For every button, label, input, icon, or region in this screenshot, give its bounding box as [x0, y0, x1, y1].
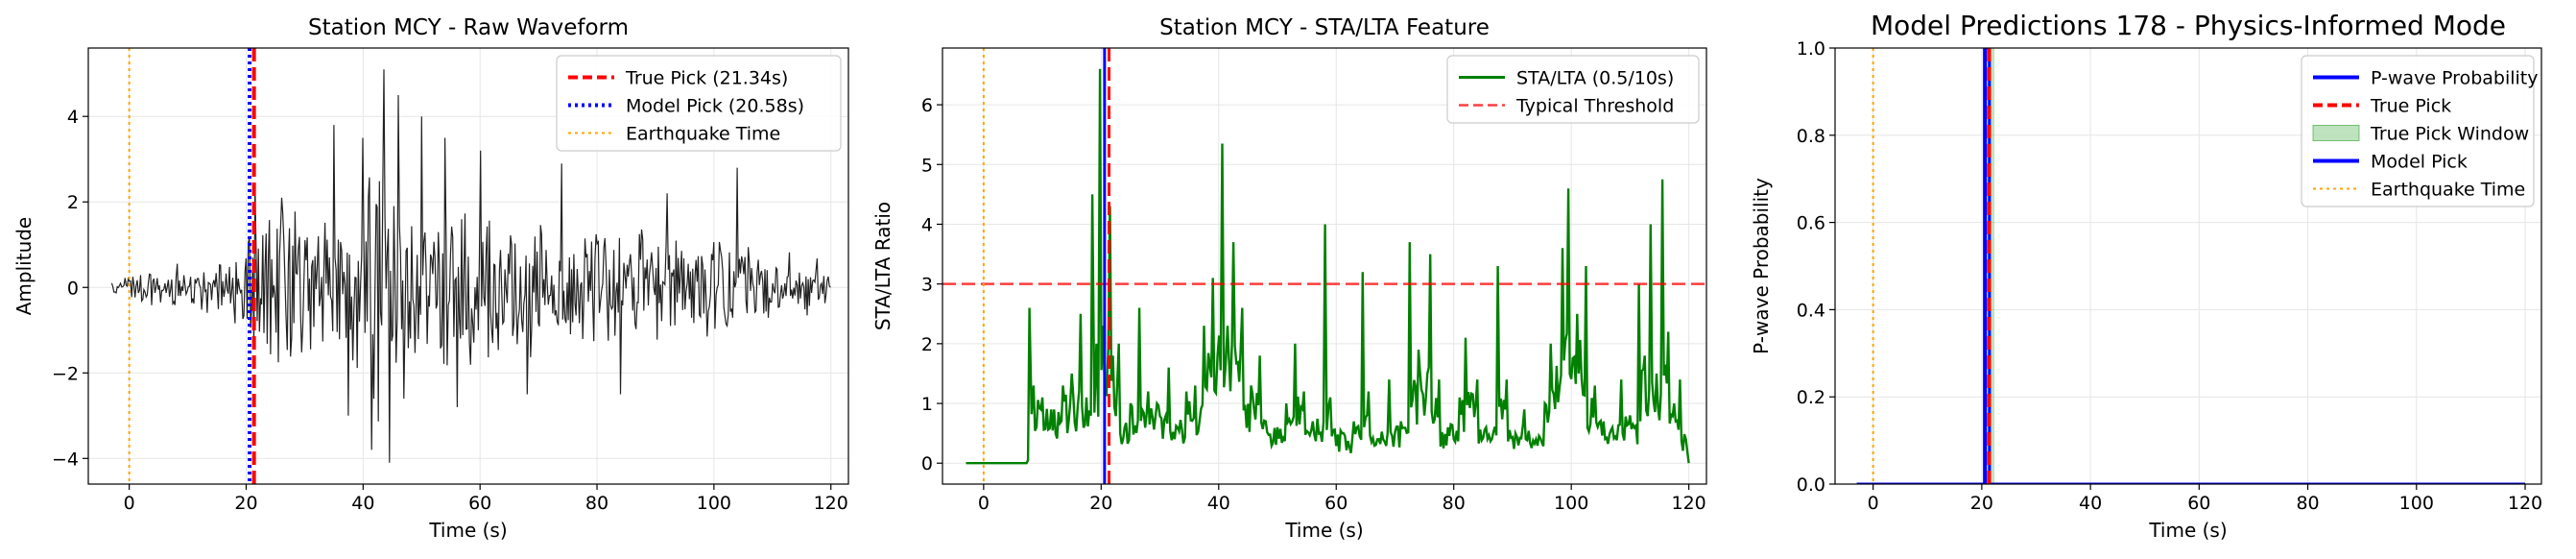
legend-box — [1446, 55, 1700, 124]
plot-area-stalta — [942, 48, 1706, 484]
x-axis-label: Time (s) — [2148, 519, 2227, 542]
y-tick-label: 0 — [67, 278, 79, 299]
chart-title: Station MCY - Raw Waveform — [308, 15, 629, 40]
y-tick-label: 0.4 — [1797, 300, 1825, 321]
x-tick-label: 20 — [1089, 493, 1112, 514]
panel-stalta: 0 20 40 60 80 100 120 0 1 2 3 4 5 6 Station MCY - STA/… — [871, 15, 1707, 542]
x-axis-label: Time (s) — [428, 519, 507, 542]
y-tick-label: 4 — [921, 214, 933, 235]
x-tick-label: 60 — [468, 493, 491, 514]
y-tick-label: 0.6 — [1797, 213, 1825, 234]
chart-title: Model Predictions 178 - Physics-Informed… — [1871, 10, 2506, 41]
chart-title: Station MCY - STA/LTA Feature — [1159, 15, 1490, 40]
legend-label: STA/LTA (0.5/10s) — [1516, 68, 1674, 89]
y-axis-label: P-wave Probability — [1750, 178, 1773, 354]
x-tick-label: 80 — [2296, 493, 2319, 514]
x-tick-label: 80 — [1443, 493, 1466, 514]
x-axis-label: Time (s) — [1284, 519, 1363, 542]
y-tick-label: 0 — [921, 453, 933, 474]
x-tick-label: 0 — [124, 493, 135, 514]
y-axis-label: STA/LTA Ratio — [871, 202, 894, 330]
x-tick-label: 60 — [2187, 493, 2210, 514]
x-tick-label: 0 — [1868, 493, 1879, 514]
legend-label: Typical Threshold — [1515, 96, 1674, 117]
x-tick-label: 80 — [585, 493, 608, 514]
y-tick-label: −2 — [52, 363, 79, 384]
x-tick-label: 120 — [2508, 493, 2542, 514]
y-tick-label: 1.0 — [1797, 38, 1825, 60]
y-tick-label: 2 — [67, 192, 79, 213]
x-tick-label: 40 — [2079, 493, 2102, 514]
legend: P-wave Probability True Pick True Pick Win… — [2301, 55, 2539, 207]
plot-area-waveform — [110, 48, 831, 484]
legend-label: Earthquake Time — [2371, 180, 2525, 201]
y-tick-label: −4 — [52, 449, 79, 470]
y-tick-label: 5 — [921, 155, 933, 176]
x-tick-label: 120 — [1671, 493, 1705, 514]
axes-frame — [942, 47, 1707, 485]
x-tick-label: 40 — [1207, 493, 1230, 514]
x-tick-label: 20 — [234, 493, 257, 514]
legend-swatch — [2312, 125, 2360, 141]
legend-box — [556, 55, 842, 152]
legend: STA/LTA (0.5/10s) Typical Threshold — [1446, 55, 1700, 124]
legend-label: True Pick Window — [2370, 124, 2529, 145]
y-tick-label: 4 — [67, 107, 79, 128]
axes-frame — [1834, 47, 2542, 485]
plot-area-prediction — [1856, 48, 2525, 484]
series-line-waveform — [110, 69, 831, 463]
x-tick-label: 100 — [2399, 493, 2434, 514]
x-tick-label: 20 — [1970, 493, 1993, 514]
panel-prediction: 0 20 40 60 80 100 120 0.0 0.2 0.4 0.6 0.8 1.0 Model P… — [1750, 10, 2542, 542]
y-tick-label: 3 — [921, 275, 933, 296]
x-tick-label: 100 — [697, 493, 731, 514]
legend-label: Model Pick — [2371, 152, 2468, 173]
y-tick-label: 0.2 — [1797, 387, 1825, 408]
y-tick-label: 6 — [921, 95, 933, 116]
y-tick-label: 0.8 — [1797, 126, 1825, 147]
legend-label: Model Pick (20.58s) — [626, 96, 804, 117]
x-tick-label: 0 — [978, 493, 990, 514]
y-tick-label: 2 — [921, 334, 933, 355]
legend-box — [2301, 55, 2535, 207]
legend-label: Earthquake Time — [626, 124, 780, 145]
y-tick-label: 0.0 — [1797, 474, 1825, 496]
y-axis-label: Amplitude — [12, 217, 36, 316]
x-tick-label: 60 — [1324, 493, 1348, 514]
panel-waveform: 0 20 40 60 80 100 120 −4 −2 0 2 4 Station MCY - Raw … — [12, 15, 849, 542]
y-tick-label: 1 — [921, 394, 933, 415]
series-line-stalta — [966, 68, 1690, 465]
x-tick-label: 40 — [351, 493, 374, 514]
x-tick-label: 120 — [814, 493, 848, 514]
legend-label: True Pick (21.34s) — [625, 68, 788, 89]
legend-label: True Pick — [2370, 96, 2451, 117]
axes-frame — [87, 47, 849, 485]
legend: True Pick (21.34s) Model Pick (20.58s) Ear… — [556, 55, 842, 152]
x-tick-label: 100 — [1554, 493, 1588, 514]
legend-label: P-wave Probability — [2371, 68, 2539, 89]
